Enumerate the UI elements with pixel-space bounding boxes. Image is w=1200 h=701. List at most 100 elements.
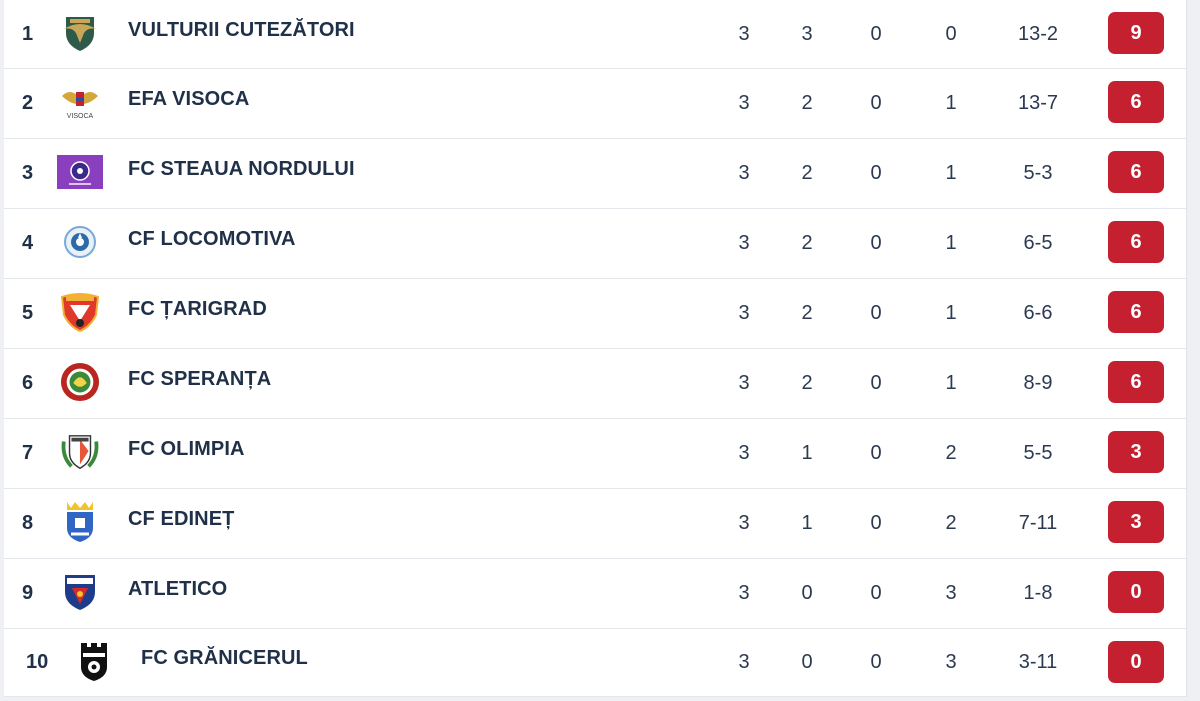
goals: 3-11 [1018,651,1058,673]
matches-played: 3 [738,582,750,604]
position: 2 [22,92,34,114]
wins: 0 [801,582,813,604]
position: 1 [22,22,34,45]
team-name[interactable]: FC SPERANȚA [128,368,272,390]
matches-played: 3 [738,302,750,324]
table-row[interactable]: 7 FC OLIMPIA 3 1 0 2 5-5 3 [4,419,1186,489]
team-name[interactable]: CF EDINEȚ [128,508,235,530]
position: 10 [26,651,49,673]
table-row[interactable]: 4 CF LOCOMOTIVA 3 2 0 1 6-5 6 [4,209,1186,279]
table-row[interactable]: 1 VULTURII CUTEZĂTORI 3 3 0 0 13-2 9 [4,0,1186,69]
points-badge: 0 [1108,571,1164,613]
table-row[interactable]: 3 FC STEAUA NORDULUI 3 2 0 1 5-3 6 [4,139,1186,209]
position: 6 [22,372,34,394]
goals: 13-2 [1017,22,1059,45]
round-ball-crest-icon [60,222,100,262]
position: 8 [22,512,34,534]
matches-played: 3 [738,442,750,464]
losses: 3 [945,651,957,673]
matches-played: 3 [738,22,750,45]
goals: 8-9 [1023,372,1053,394]
position: 4 [22,232,34,254]
wins: 2 [801,232,813,254]
position: 5 [22,302,34,324]
wins: 1 [801,512,813,534]
draws: 0 [870,372,882,394]
draws: 0 [870,22,882,45]
losses: 1 [945,372,957,394]
table-row[interactable]: 10 FC GRĂNICERUL 3 0 0 3 3-11 0 [4,629,1186,697]
wins: 0 [801,651,813,673]
points-badge: 6 [1108,81,1164,123]
goals: 5-3 [1023,162,1053,184]
losses: 1 [945,302,957,324]
draws: 0 [870,232,882,254]
table-row[interactable]: 5 FC ȚARIGRAD 3 2 0 1 6-6 6 [4,279,1186,349]
wins: 1 [801,442,813,464]
position: 3 [22,162,34,184]
losses: 2 [945,512,957,534]
matches-played: 3 [738,162,750,184]
points-badge: 6 [1108,291,1164,333]
matches-played: 3 [738,651,750,673]
draws: 0 [870,302,882,324]
blue-red-shield-icon [60,572,100,612]
goals: 6-5 [1023,232,1053,254]
red-round-crest-icon [60,362,100,402]
points-badge: 6 [1108,151,1164,193]
matches-played: 3 [738,372,750,394]
points-badge: 9 [1108,12,1164,54]
team-name[interactable]: FC STEAUA NORDULUI [128,158,355,180]
team-name[interactable]: FC OLIMPIA [128,438,245,460]
black-castle-shield-icon [74,642,114,682]
table-row[interactable]: 2 VISOCA EFA VISOCA 3 2 0 1 13-7 6 [4,69,1186,139]
svg-text:VISOCA: VISOCA [67,113,94,120]
table-row[interactable]: 6 FC SPERANȚA 3 2 0 1 8-9 6 [4,349,1186,419]
wins: 3 [801,22,813,45]
losses: 1 [945,162,957,184]
draws: 0 [870,442,882,464]
losses: 1 [945,232,957,254]
position: 9 [22,582,34,604]
losses: 0 [945,22,957,45]
wins: 2 [801,92,813,114]
wins: 2 [801,372,813,394]
losses: 3 [945,582,957,604]
goals: 7-11 [1018,512,1058,534]
points-badge: 6 [1108,221,1164,263]
matches-played: 3 [738,512,750,534]
wins: 2 [801,302,813,324]
team-name[interactable]: VULTURII CUTEZĂTORI [128,18,355,41]
table-row[interactable]: 9 ATLETICO 3 0 0 3 1-8 0 [4,559,1186,629]
draws: 0 [870,651,882,673]
purple-banner-icon [57,152,103,192]
draws: 0 [870,582,882,604]
goals: 5-5 [1023,442,1053,464]
winged-crest-icon: VISOCA [60,82,100,122]
goals: 13-7 [1017,92,1059,114]
table-row[interactable]: 8 CF EDINEȚ 3 1 0 2 7-11 3 [4,489,1186,559]
points-badge: 3 [1108,501,1164,543]
points-badge: 0 [1108,641,1164,683]
points-badge: 6 [1108,361,1164,403]
red-shield-icon [60,292,100,333]
draws: 0 [870,512,882,534]
matches-played: 3 [738,232,750,254]
team-name[interactable]: FC ȚARIGRAD [128,298,267,320]
matches-played: 3 [738,92,750,114]
position: 7 [22,442,34,464]
losses: 2 [945,442,957,464]
draws: 0 [870,162,882,184]
team-name[interactable]: ATLETICO [128,578,228,600]
losses: 1 [945,92,957,114]
wins: 2 [801,162,813,184]
crowned-blue-shield-icon [60,502,100,542]
laurel-shield-icon [60,432,100,472]
team-name[interactable]: CF LOCOMOTIVA [128,228,296,250]
points-badge: 3 [1108,431,1164,473]
draws: 0 [870,92,882,114]
team-name[interactable]: FC GRĂNICERUL [141,647,308,669]
team-name[interactable]: EFA VISOCA [128,88,250,110]
goals: 1-8 [1023,582,1053,604]
eagle-shield-icon [60,13,100,53]
